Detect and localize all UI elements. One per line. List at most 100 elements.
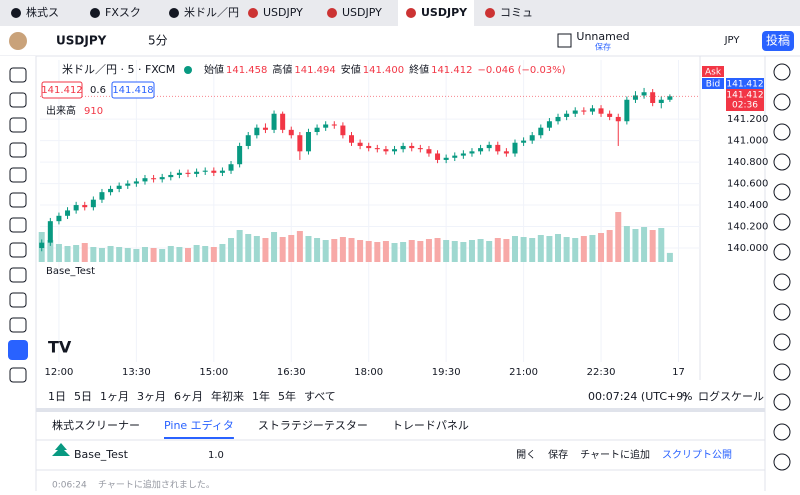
volume-bar	[391, 243, 398, 262]
publish[interactable]: 投稿	[766, 33, 790, 48]
bid[interactable]: 141.412	[41, 85, 82, 96]
candle-body	[667, 96, 673, 100]
tab-label[interactable]: コミュ	[500, 6, 533, 19]
side-icon[interactable]	[773, 243, 791, 261]
side-icon[interactable]	[773, 453, 791, 471]
volume-bar	[150, 248, 157, 262]
tab-label[interactable]: FXスク	[105, 6, 141, 19]
candle-body	[108, 188, 114, 193]
panel-tab[interactable]: 株式スクリーナー	[52, 418, 140, 432]
side-icon[interactable]	[773, 393, 791, 411]
panel-action[interactable]: 開く	[516, 449, 536, 461]
panel-tab[interactable]: トレードパネル	[392, 419, 469, 432]
version[interactable]: 1.0	[208, 450, 224, 461]
side-icon[interactable]	[773, 93, 791, 111]
volume-bar	[555, 234, 562, 262]
range-button[interactable]: 1日	[48, 390, 66, 403]
volume-bar	[279, 237, 286, 262]
script-name[interactable]: Base_Test	[74, 448, 129, 461]
tool-icon[interactable]	[9, 292, 27, 308]
currency[interactable]: JPY	[724, 35, 741, 46]
tab-icon[interactable]	[90, 8, 100, 18]
tab-icon[interactable]	[406, 8, 416, 18]
tab-label[interactable]: 米ドル／円	[184, 6, 239, 19]
log-scale[interactable]: ログスケール	[698, 389, 764, 403]
ohlc-value: 141.400	[363, 65, 404, 76]
tab-label[interactable]: USDJPY	[421, 6, 468, 19]
publish-button[interactable]	[762, 31, 794, 51]
side-icon[interactable]	[773, 363, 791, 381]
side-icon[interactable]	[773, 423, 791, 441]
panel-action[interactable]: チャートに追加	[580, 448, 650, 461]
volume-bar	[460, 242, 467, 262]
volume-bar	[503, 239, 510, 262]
tool-icon[interactable]	[9, 67, 27, 83]
candle-body	[538, 127, 544, 136]
side-icon[interactable]	[773, 123, 791, 141]
candle-body	[254, 127, 260, 136]
tool-icon[interactable]	[9, 192, 27, 208]
x-tick-label: 21:00	[509, 367, 538, 378]
interval[interactable]: 5分	[148, 34, 168, 48]
range-button[interactable]: 5日	[74, 390, 92, 403]
symbol[interactable]: USDJPY	[56, 34, 107, 48]
tool-icon[interactable]	[9, 167, 27, 183]
tool-icon[interactable]	[9, 367, 27, 383]
panel-action[interactable]: 保存	[548, 448, 568, 461]
side-icon[interactable]	[773, 303, 791, 321]
tool-icon[interactable]	[9, 242, 27, 258]
tool-icon[interactable]	[9, 92, 27, 108]
x-tick-label: 13:30	[122, 367, 151, 378]
candle-body	[65, 210, 71, 216]
side-icon[interactable]	[773, 183, 791, 201]
percent[interactable]: %	[682, 390, 692, 403]
tab-icon[interactable]	[485, 8, 495, 18]
candle-body	[400, 145, 406, 150]
tab-icon[interactable]	[327, 8, 337, 18]
checkbox[interactable]	[557, 33, 572, 48]
range-button[interactable]: 1ヶ月	[100, 390, 129, 403]
sell-box[interactable]	[41, 81, 83, 99]
side-icon[interactable]	[773, 213, 791, 231]
x-tick-label: 22:30	[587, 367, 616, 378]
candle-body	[90, 199, 96, 208]
buy-box[interactable]	[111, 81, 155, 99]
volume-bar	[236, 230, 243, 262]
range-button[interactable]: 年初来	[211, 389, 244, 403]
layout-name[interactable]: Unnamed	[576, 30, 629, 43]
side-icon[interactable]	[773, 333, 791, 351]
pine-logo	[52, 443, 70, 456]
side-icon[interactable]	[773, 153, 791, 171]
range-button[interactable]: 6ヶ月	[174, 390, 203, 403]
panel-tab[interactable]: ストラテジーテスター	[258, 419, 368, 432]
candle-body	[564, 113, 570, 117]
volume-bar	[305, 236, 312, 262]
magnet-active[interactable]	[8, 340, 28, 360]
tool-icon[interactable]	[9, 267, 27, 283]
tab-label[interactable]: USDJPY	[342, 6, 382, 19]
volume-bar	[271, 232, 278, 262]
range-button[interactable]: 1年	[252, 389, 270, 403]
range-button[interactable]: すべて	[304, 390, 336, 403]
range-button[interactable]: 5年	[278, 389, 296, 403]
ask[interactable]: 141.418	[112, 85, 153, 96]
tool-icon[interactable]	[9, 117, 27, 133]
tab-label[interactable]: USDJPY	[263, 6, 303, 19]
tool-icon[interactable]	[9, 217, 27, 233]
tab-icon[interactable]	[169, 8, 179, 18]
panel-tab[interactable]: Pine エディタ	[164, 418, 234, 432]
range-button[interactable]: 3ヶ月	[137, 390, 166, 403]
tab-icon[interactable]	[248, 8, 258, 18]
y-tick-label: 140.800	[727, 157, 768, 168]
panel-action[interactable]: スクリプト公開	[662, 449, 732, 461]
x-tick-label: 18:00	[354, 367, 383, 378]
tab-icon[interactable]	[11, 8, 21, 18]
tool-icon[interactable]	[9, 317, 27, 333]
side-icon[interactable]	[773, 63, 791, 81]
avatar[interactable]	[9, 32, 27, 50]
tool-icon[interactable]	[9, 142, 27, 158]
side-icon[interactable]	[773, 273, 791, 291]
volume-bar	[90, 247, 97, 262]
volume-bar	[623, 226, 630, 262]
tab-label[interactable]: 株式ス	[26, 5, 59, 19]
